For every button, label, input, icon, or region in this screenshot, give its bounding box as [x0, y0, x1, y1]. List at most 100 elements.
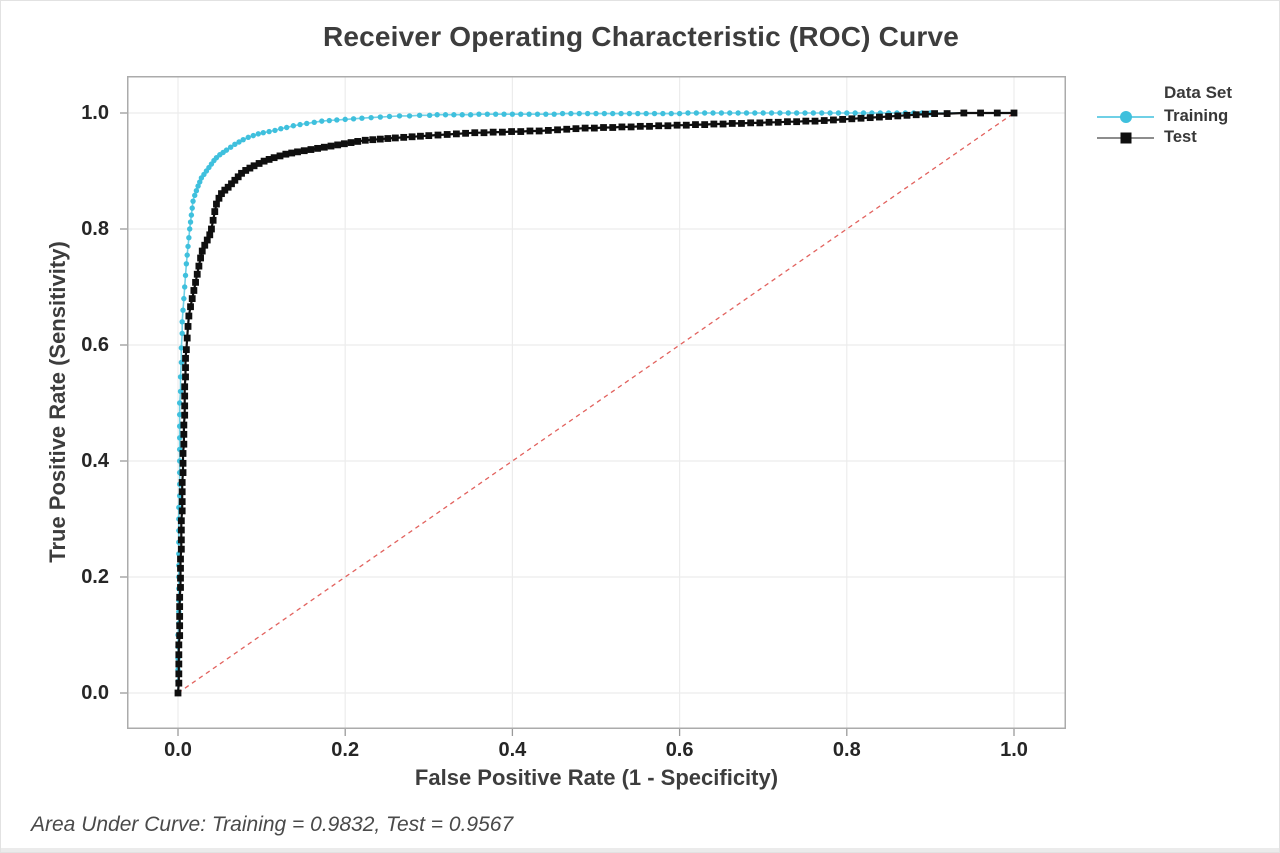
- training-point: [187, 219, 194, 225]
- test-point: [177, 555, 184, 563]
- test-point: [646, 122, 653, 130]
- test-point: [820, 117, 828, 124]
- test-point: [609, 124, 617, 131]
- training-point: [368, 114, 374, 121]
- training-point: [543, 111, 549, 117]
- test-point: [600, 124, 607, 131]
- training-point: [180, 307, 186, 313]
- test-point: [581, 124, 589, 132]
- test-point: [508, 128, 515, 135]
- training-point: [651, 110, 658, 117]
- test-point: [307, 146, 315, 153]
- training-point: [785, 110, 791, 116]
- test-point: [265, 156, 273, 163]
- test-point: [294, 148, 301, 156]
- training-point: [406, 113, 413, 119]
- test-point: [682, 121, 690, 129]
- training-point: [184, 252, 190, 258]
- window-bottom-edge: [1, 848, 1279, 852]
- x-axis-title: False Positive Rate (1 - Specificity): [414, 765, 779, 790]
- training-point: [601, 110, 608, 117]
- training-point: [451, 112, 457, 118]
- training-point: [476, 111, 482, 117]
- test-point: [563, 125, 571, 133]
- training-point: [197, 179, 203, 185]
- x-tick-label: 0.0: [164, 739, 192, 761]
- test-point: [177, 536, 185, 544]
- test-point: [185, 312, 193, 320]
- test-point: [176, 593, 184, 601]
- test-point: [747, 119, 755, 127]
- training-point: [416, 112, 423, 119]
- legend-label-training: Training: [1164, 107, 1229, 125]
- legend-item-test[interactable]: Test: [1097, 127, 1232, 148]
- training-point: [635, 110, 641, 117]
- training-point: [319, 118, 325, 124]
- y-tick-label: 0.8: [81, 218, 109, 240]
- test-point: [300, 147, 308, 155]
- test-point: [1010, 109, 1018, 117]
- training-point: [501, 111, 507, 117]
- test-point: [198, 247, 206, 255]
- training-point: [584, 110, 591, 117]
- training-point: [593, 110, 599, 117]
- training-point: [743, 110, 750, 116]
- training-point: [576, 110, 582, 117]
- training-point: [484, 111, 491, 117]
- plot-area[interactable]: [113, 76, 1081, 740]
- training-point: [819, 110, 825, 116]
- training-point: [810, 110, 817, 116]
- test-point: [673, 121, 681, 129]
- training-point: [793, 110, 800, 116]
- training-swatch: [1097, 110, 1154, 124]
- training-point: [727, 110, 733, 116]
- test-point: [489, 128, 497, 136]
- test-point: [179, 469, 187, 476]
- test-point: [728, 120, 736, 127]
- legend: Data Set Training Test: [1097, 83, 1232, 148]
- test-point: [314, 144, 322, 152]
- test-point: [554, 126, 561, 134]
- training-point: [250, 132, 256, 139]
- training-point: [459, 112, 465, 118]
- test-point: [417, 132, 424, 140]
- training-point: [189, 205, 195, 211]
- legend-item-training[interactable]: Training: [1097, 106, 1232, 127]
- training-point: [193, 188, 200, 194]
- training-point: [195, 183, 201, 189]
- training-point: [551, 111, 557, 117]
- training-point: [227, 144, 234, 150]
- test-point: [931, 110, 938, 117]
- training-point: [177, 374, 184, 380]
- training-point: [735, 110, 741, 116]
- training-point: [710, 110, 716, 116]
- test-point: [774, 118, 782, 126]
- test-point: [921, 110, 929, 118]
- test-point: [912, 111, 920, 119]
- test-point: [903, 111, 911, 119]
- test-point: [866, 114, 874, 122]
- test-point: [177, 545, 185, 553]
- test-point: [765, 118, 773, 126]
- test-point: [250, 162, 258, 170]
- test-point: [190, 287, 198, 294]
- test-point: [182, 346, 190, 354]
- test-point: [784, 118, 791, 126]
- test-point: [276, 152, 284, 160]
- test-point: [282, 150, 290, 158]
- test-point: [960, 109, 968, 117]
- training-point: [802, 110, 808, 116]
- training-point: [509, 111, 516, 117]
- training-point: [568, 110, 574, 117]
- test-point: [192, 278, 199, 286]
- test-point: [213, 200, 220, 208]
- training-point: [178, 345, 185, 351]
- test-point: [320, 143, 328, 151]
- training-point: [386, 113, 393, 120]
- training-point: [844, 110, 850, 116]
- test-point: [177, 574, 184, 582]
- test-point: [218, 190, 225, 198]
- test-point: [206, 231, 214, 239]
- test-square-marker-icon: [1120, 132, 1131, 143]
- training-point: [182, 272, 189, 279]
